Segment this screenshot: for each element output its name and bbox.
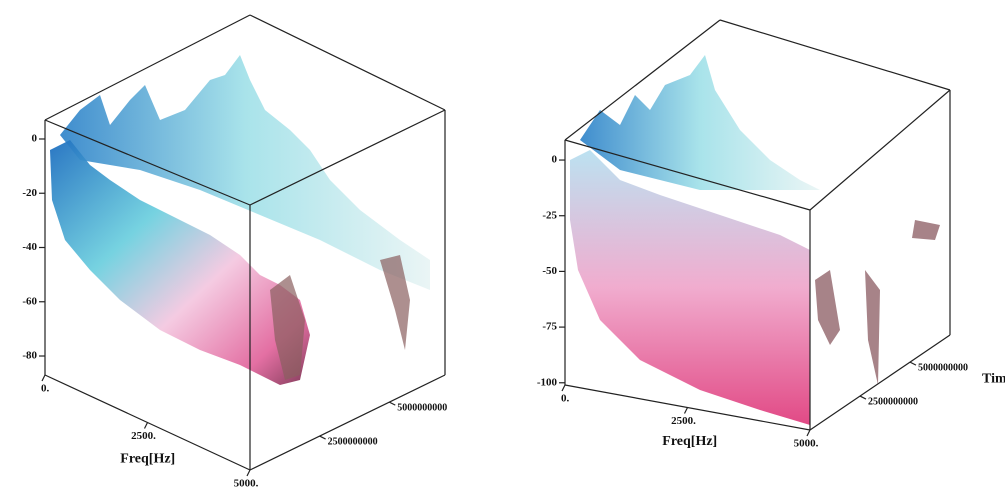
y-axis-label: Time: [982, 371, 1005, 386]
x-tick: [247, 470, 250, 476]
x-tick-label: 0.: [561, 393, 570, 405]
surface: [815, 220, 940, 385]
y-tick: [389, 402, 395, 405]
y-tick: [910, 362, 916, 365]
y-tick-label: 5000000000: [918, 362, 968, 373]
y-tick: [860, 396, 866, 399]
x-tick: [685, 408, 688, 414]
y-tick-label: 2500000000: [868, 396, 918, 407]
x-tick-label: 0.: [41, 383, 50, 395]
figure: 0 -20 -40 -60 -80 0. 2500. 5000. Freq[Hz] 2500000…: [0, 0, 1005, 489]
surface: [270, 255, 410, 380]
x-tick-label: 5000.: [234, 478, 259, 489]
x-axis-label: Freq[Hz]: [662, 434, 717, 449]
x-tick: [807, 430, 810, 436]
z-tick-label: -40: [22, 241, 37, 253]
y-tick-label: 2500000000: [328, 436, 378, 447]
x-tick-label: 2500.: [671, 415, 696, 427]
x-tick-label: 5000.: [794, 438, 819, 450]
x-tick: [42, 375, 45, 381]
surface: [580, 55, 820, 190]
surface: [570, 150, 810, 425]
x-tick-label: 2500.: [131, 430, 156, 442]
box-edge: [720, 20, 950, 90]
box-edge: [810, 335, 950, 430]
z-tick-label: -25: [542, 209, 557, 221]
z-tick-label: -50: [542, 265, 557, 277]
y-tick: [320, 436, 326, 439]
z-tick-label: 0: [552, 154, 558, 166]
z-tick-label: -20: [22, 187, 37, 199]
z-tick-label: -60: [22, 295, 37, 307]
x-tick: [145, 423, 148, 429]
box-edge: [250, 375, 445, 470]
z-tick-label: 0: [32, 133, 38, 145]
z-tick-label: -100: [537, 376, 558, 388]
box-edge: [810, 90, 950, 210]
y-tick-label: 5000000000: [397, 402, 447, 413]
x-axis-label: Freq[Hz]: [120, 451, 175, 466]
x-tick: [562, 385, 565, 391]
box-edge: [250, 15, 445, 110]
z-tick-label: -80: [22, 350, 37, 362]
z-tick-label: -75: [542, 321, 557, 333]
